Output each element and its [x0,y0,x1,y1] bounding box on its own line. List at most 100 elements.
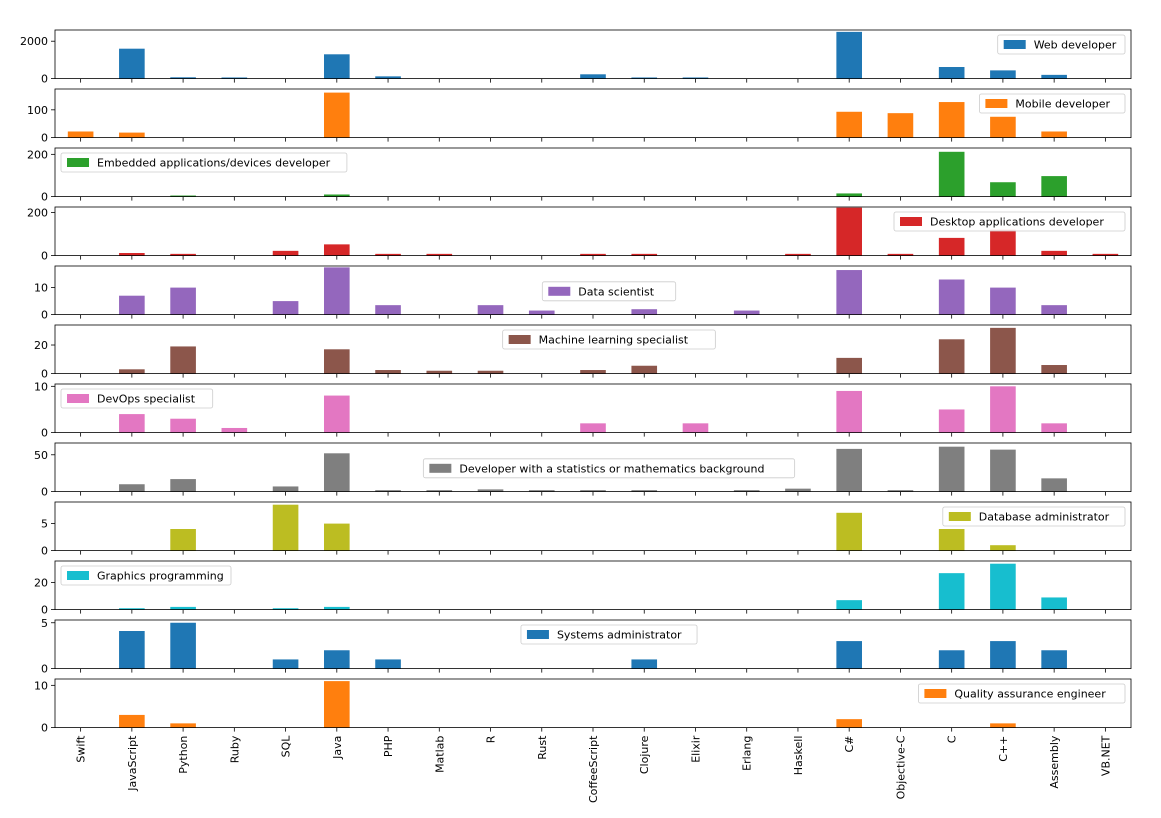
bar-8-15 [836,512,862,551]
bar-5-7 [426,370,453,374]
bar-5-15 [836,357,862,374]
y-tick-label-9-0: 0 [41,604,48,617]
y-tick-label-0-0: 0 [41,73,48,86]
bar-3-20 [1092,253,1119,256]
bar-3-16 [887,253,914,256]
legend-swatch-1 [985,99,1008,108]
bar-3-2 [170,253,196,256]
legend-label-6: DevOps specialist [97,393,196,406]
bar-11-1 [119,714,145,728]
subplot-10: 0 5 Systems administrator [41,617,1132,676]
y-tick-label-6-0: 0 [41,427,48,440]
bar-4-13 [733,310,760,315]
bar-11-2 [170,723,196,728]
legend-6: DevOps specialist [60,388,214,409]
x-tick-label-9: Rust [536,735,549,760]
bar-3-6 [375,253,401,256]
legend-box-5 [502,329,716,350]
x-tick-label-1: JavaScript [126,735,139,792]
y-tick-label-10-1: 5 [41,617,48,630]
bar-6-10 [580,423,606,433]
y-tick-label-7-0: 0 [41,486,48,499]
y-tick-label-4-1: 10 [34,282,48,295]
legend-box-4 [541,281,677,302]
legend-box-3 [893,211,1126,232]
legend-label-11: Quality assurance engineer [954,688,1106,701]
bar-3-5 [324,244,350,256]
x-axis-labels: Swift JavaScript Python Ruby SQL Java PHP Matla… [75,735,1113,803]
bar-10-11 [631,659,658,669]
bar-0-10 [580,74,606,79]
y-tick-label-5-0: 0 [41,368,48,381]
bar-4-18 [990,287,1016,315]
bar-3-11 [631,253,658,256]
x-tick-label-14: Haskell [792,736,805,776]
bar-4-17 [938,279,965,315]
y-tick-label-11-1: 10 [34,679,48,692]
bar-7-1 [119,484,145,492]
y-tick-label-5-1: 20 [34,339,48,352]
bar-5-1 [119,369,145,374]
bar-3-10 [580,253,606,256]
bar-6-5 [324,395,350,433]
x-tick-label-15: C# [843,736,856,753]
bar-2-17 [938,151,965,197]
legend-label-8: Database administrator [979,511,1110,524]
bar-7-4 [272,486,299,492]
bar-5-6 [375,370,401,374]
x-tick-label-7: Matlab [433,736,446,773]
x-tick-label-8: R [485,735,498,743]
bar-1-5 [324,92,350,138]
x-tick-label-13: Erlang [741,736,754,771]
bar-6-12 [682,423,709,433]
bar-4-15 [836,270,862,315]
bar-0-19 [1041,74,1067,79]
bar-6-2 [170,418,196,433]
bar-6-15 [836,390,862,433]
bar-7-16 [887,490,914,492]
bar-3-7 [426,253,453,256]
bar-4-2 [170,287,196,315]
y-tick-label-10-0: 0 [41,663,48,676]
y-tick-label-4-0: 0 [41,309,48,322]
legend-swatch-3 [900,217,922,226]
x-tick-label-18: C++ [997,736,1010,762]
bar-7-8 [477,489,504,492]
x-tick-label-3: Ruby [228,735,241,763]
x-tick-label-19: Assembly [1048,735,1061,789]
legend-label-1: Mobile developer [1015,98,1110,111]
bar-0-1 [119,48,145,79]
legend-swatch-11 [924,689,947,698]
bar-0-3 [221,77,248,79]
bar-1-1 [119,132,145,138]
bar-9-1 [119,608,145,610]
y-tick-label-8-0: 0 [41,545,48,558]
bar-7-18 [990,449,1016,492]
bar-10-18 [990,641,1016,669]
subplot-5: 0 20 Machine learning specialist [34,324,1132,381]
bar-8-2 [170,529,196,551]
bar-9-19 [1041,597,1067,610]
x-tick-label-4: SQL [280,735,293,758]
bar-11-18 [990,723,1016,728]
bar-0-6 [375,76,401,79]
bar-7-10 [580,490,606,492]
legend-label-7: Developer with a statistics or mathemati… [459,462,764,475]
bar-0-11 [631,77,658,79]
bar-3-18 [990,229,1016,256]
bar-9-5 [324,606,350,610]
legend-swatch-7 [429,463,452,473]
legend-box-7 [422,458,796,479]
bar-4-1 [119,295,145,315]
bar-10-2 [170,622,196,669]
legend-swatch-2 [67,158,89,167]
bar-6-3 [221,427,248,433]
subplot-0: 0 2000 Web developer [20,29,1132,86]
bar-6-19 [1041,423,1067,433]
subplot-3: 0 200 Desktop applications developer [27,206,1132,263]
x-tick-label-2: Python [177,736,190,774]
subplot-6: 0 10 DevOps specialist [34,380,1132,440]
x-tick-label-0: Swift [75,735,88,763]
bar-7-6 [375,490,401,492]
bar-4-8 [477,305,504,315]
